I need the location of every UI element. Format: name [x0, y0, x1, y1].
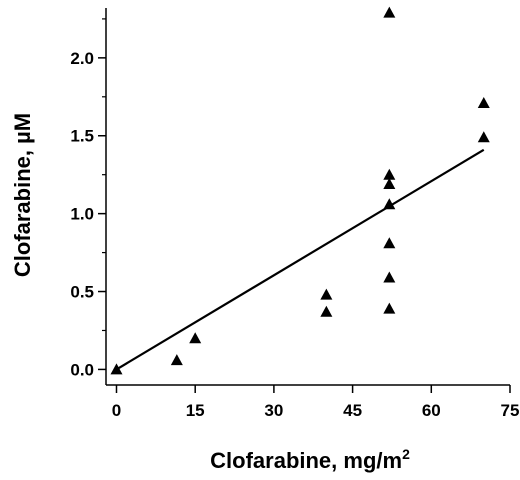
- data-point: [383, 198, 396, 210]
- data-point: [477, 131, 490, 143]
- x-axis-title: Clofarabine, mg/m2: [210, 446, 410, 473]
- data-point: [383, 302, 396, 314]
- x-tick-label: 30: [264, 401, 283, 420]
- data-point: [477, 97, 490, 109]
- x-tick-label: 0: [112, 401, 121, 420]
- y-tick-label: 0.5: [70, 283, 94, 302]
- data-point: [383, 178, 396, 190]
- y-tick-label: 0.0: [70, 360, 94, 379]
- x-tick-label: 75: [501, 401, 520, 420]
- data-point: [320, 305, 333, 317]
- data-point: [383, 6, 396, 18]
- data-point: [383, 271, 396, 283]
- x-tick-label: 60: [422, 401, 441, 420]
- x-axis-title-text: Clofarabine, mg/m: [210, 448, 402, 473]
- x-axis-title-superscript: 2: [402, 446, 410, 462]
- data-point: [320, 288, 333, 300]
- data-point: [110, 363, 123, 375]
- y-axis-ticks: 0.0 0.5 1.0 1.5 2.0: [70, 18, 106, 379]
- data-points: [110, 6, 490, 375]
- y-tick-label: 2.0: [70, 49, 94, 68]
- x-axis-ticks: 0 15 30 45 60 75: [112, 385, 520, 420]
- data-point: [170, 354, 183, 366]
- x-tick-label: 15: [186, 401, 205, 420]
- axes: [105, 8, 510, 386]
- data-point: [383, 168, 396, 180]
- y-tick-label: 1.0: [70, 205, 94, 224]
- x-tick-label: 45: [343, 401, 362, 420]
- data-point: [189, 332, 202, 344]
- y-axis-title: Clofarabine, µM: [10, 113, 35, 277]
- regression-line: [115, 148, 485, 371]
- y-tick-label: 1.5: [70, 127, 94, 146]
- data-point: [383, 237, 396, 249]
- fit-line-group: [115, 148, 485, 371]
